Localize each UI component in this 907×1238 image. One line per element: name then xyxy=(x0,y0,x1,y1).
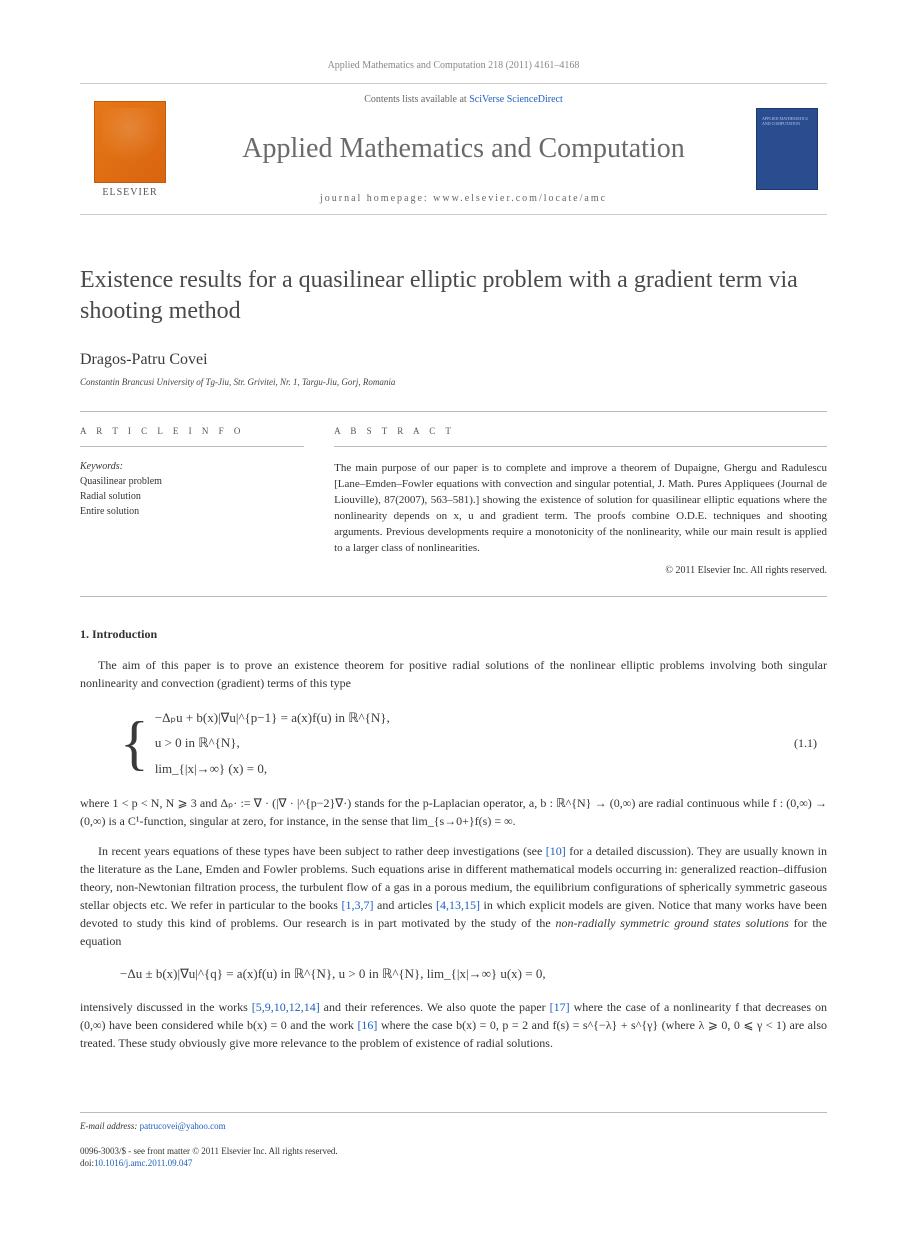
paragraph: The aim of this paper is to prove an exi… xyxy=(80,656,827,692)
masthead-center: Contents lists available at SciVerse Sci… xyxy=(180,84,747,214)
author-affiliation: Constantin Brancusi University of Tg-Jiu… xyxy=(80,377,827,387)
doi-line: doi:10.1016/j.amc.2011.09.047 xyxy=(80,1157,827,1170)
text-run: and articles xyxy=(373,898,436,912)
divider xyxy=(80,411,827,412)
homepage-url[interactable]: www.elsevier.com/locate/amc xyxy=(433,193,607,204)
doi-link[interactable]: 10.1016/j.amc.2011.09.047 xyxy=(94,1158,192,1168)
equation-number: (1.1) xyxy=(794,736,827,751)
contents-prefix: Contents lists available at xyxy=(364,94,469,105)
emphasis-text: non-radially symmetric ground states sol… xyxy=(555,916,788,930)
equation-1-1: { −Δₚu + b(x)|∇u|^{p−1} = a(x)f(u) in ℝ^… xyxy=(120,704,794,782)
corresponding-email: E-mail address: patrucovei@yahoo.com xyxy=(80,1121,827,1131)
abstract-column: A B S T R A C T The main purpose of our … xyxy=(334,426,827,576)
article-info-column: A R T I C L E I N F O Keywords: Quasilin… xyxy=(80,426,304,576)
publisher-name: ELSEVIER xyxy=(102,187,157,198)
issn-copyright-line: 0096-3003/$ - see front matter © 2011 El… xyxy=(80,1145,827,1158)
running-header: Applied Mathematics and Computation 218 … xyxy=(80,60,827,71)
sciencedirect-link[interactable]: SciVerse ScienceDirect xyxy=(469,94,563,105)
citation-link[interactable]: [17] xyxy=(550,1000,570,1014)
cover-box-icon: APPLIED MATHEMATICS AND COMPUTATION xyxy=(756,108,818,190)
homepage-prefix: journal homepage: xyxy=(320,193,433,204)
article-info-heading: A R T I C L E I N F O xyxy=(80,426,304,447)
author-name: Dragos-Patru Covei xyxy=(80,351,827,369)
text-run: and their references. We also quote the … xyxy=(320,1000,550,1014)
abstract-copyright: © 2011 Elsevier Inc. All rights reserved… xyxy=(334,565,827,576)
citation-link[interactable]: [5,9,10,12,14] xyxy=(252,1000,320,1014)
citation-link[interactable]: [4,13,15] xyxy=(436,898,480,912)
journal-title: Applied Mathematics and Computation xyxy=(242,133,684,165)
keywords-label: Keywords: xyxy=(80,461,304,472)
text-run: In recent years equations of these types… xyxy=(98,844,546,858)
journal-masthead: ELSEVIER Contents lists available at Sci… xyxy=(80,83,827,215)
left-brace-icon: { xyxy=(120,719,149,767)
page-footer: E-mail address: patrucovei@yahoo.com 009… xyxy=(80,1112,827,1170)
email-label: E-mail address: xyxy=(80,1121,140,1131)
keyword-item: Radial solution xyxy=(80,489,304,504)
journal-homepage-line: journal homepage: www.elsevier.com/locat… xyxy=(320,193,607,204)
journal-cover-thumb: APPLIED MATHEMATICS AND COMPUTATION xyxy=(747,84,827,214)
info-abstract-row: A R T I C L E I N F O Keywords: Quasilin… xyxy=(80,426,827,576)
paragraph: In recent years equations of these types… xyxy=(80,842,827,950)
elsevier-tree-icon xyxy=(94,101,166,183)
equation-block: −Δu ± b(x)|∇u|^{q} = a(x)f(u) in ℝ^{N}, … xyxy=(120,962,827,985)
citation-link[interactable]: [1,3,7] xyxy=(341,898,373,912)
equation-line: −Δₚu + b(x)|∇u|^{p−1} = a(x)f(u) in ℝ^{N… xyxy=(155,706,390,729)
email-link[interactable]: patrucovei@yahoo.com xyxy=(140,1121,226,1131)
doi-prefix: doi: xyxy=(80,1158,94,1168)
equation-line: u > 0 in ℝ^{N}, xyxy=(155,731,390,754)
keyword-item: Quasilinear problem xyxy=(80,474,304,489)
keywords-list: Quasilinear problem Radial solution Enti… xyxy=(80,474,304,519)
equation-inline: −Δu ± b(x)|∇u|^{q} = a(x)f(u) in ℝ^{N}, … xyxy=(120,962,827,985)
page: Applied Mathematics and Computation 218 … xyxy=(0,0,907,1210)
text-run: intensively discussed in the works xyxy=(80,1000,252,1014)
footer-meta: 0096-3003/$ - see front matter © 2011 El… xyxy=(80,1145,827,1170)
equation-line: lim_{|x|→∞} (x) = 0, xyxy=(155,757,390,780)
divider xyxy=(80,596,827,597)
citation-link[interactable]: [16] xyxy=(357,1018,377,1032)
article-title: Existence results for a quasilinear elli… xyxy=(80,265,827,327)
keyword-item: Entire solution xyxy=(80,504,304,519)
paragraph: where 1 < p < N, N ⩾ 3 and Δₚ· := ∇ · (|… xyxy=(80,794,827,830)
paragraph: intensively discussed in the works [5,9,… xyxy=(80,998,827,1052)
abstract-heading: A B S T R A C T xyxy=(334,426,827,447)
cover-box-text: APPLIED MATHEMATICS AND COMPUTATION xyxy=(762,117,817,127)
contents-available-line: Contents lists available at SciVerse Sci… xyxy=(364,94,563,105)
publisher-logo: ELSEVIER xyxy=(80,84,180,214)
abstract-text: The main purpose of our paper is to comp… xyxy=(334,461,827,557)
citation-link[interactable]: [10] xyxy=(546,844,566,858)
section-heading: 1. Introduction xyxy=(80,627,827,642)
equation-block: { −Δₚu + b(x)|∇u|^{p−1} = a(x)f(u) in ℝ^… xyxy=(120,704,827,782)
